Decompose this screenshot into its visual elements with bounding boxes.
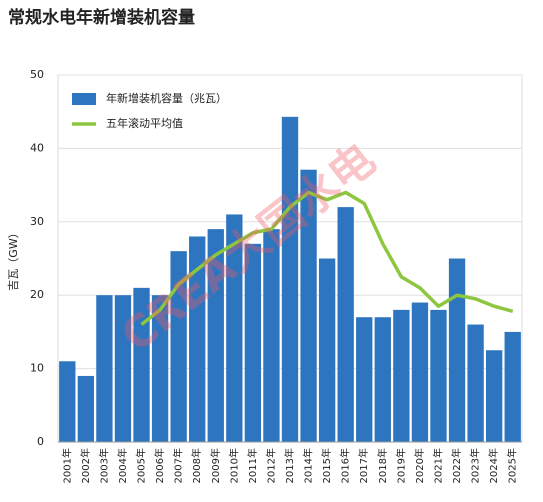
bar bbox=[170, 251, 187, 442]
x-tick-label: 2020年 bbox=[413, 448, 426, 483]
y-tick-label: 20 bbox=[30, 288, 44, 301]
y-tick-label: 30 bbox=[30, 215, 44, 228]
y-tick-label: 40 bbox=[30, 141, 44, 154]
bar bbox=[393, 309, 410, 442]
bar bbox=[114, 295, 132, 442]
bar bbox=[448, 258, 466, 442]
bar bbox=[133, 287, 150, 442]
x-tick-label: 2024年 bbox=[487, 448, 500, 483]
x-tick-label: 2018年 bbox=[376, 448, 389, 483]
x-tick-label: 2002年 bbox=[79, 448, 92, 483]
bar bbox=[151, 295, 169, 442]
legend-label: 年新增装机容量（兆瓦） bbox=[106, 91, 227, 105]
x-tick-label: 2025年 bbox=[506, 448, 519, 483]
x-tick-label: 2010年 bbox=[227, 448, 240, 483]
bar bbox=[467, 324, 484, 442]
bar bbox=[263, 229, 280, 442]
bar bbox=[207, 229, 224, 442]
bar bbox=[337, 207, 354, 442]
bar bbox=[59, 361, 76, 442]
bar bbox=[430, 309, 447, 442]
x-tick-label: 2005年 bbox=[135, 448, 148, 483]
y-axis-label: 吉瓦（GW） bbox=[7, 227, 20, 290]
y-tick-label: 10 bbox=[30, 362, 44, 375]
chart-title: 常规水电年新增装机容量 bbox=[8, 7, 195, 28]
bar bbox=[318, 258, 336, 442]
bar bbox=[300, 169, 317, 442]
x-tick-label: 2008年 bbox=[190, 448, 203, 483]
bar bbox=[504, 331, 521, 442]
x-tick-label: 2022年 bbox=[450, 448, 463, 483]
line bbox=[140, 190, 514, 326]
y-tick-label: 50 bbox=[30, 68, 44, 81]
bar bbox=[77, 375, 95, 442]
legend-label: 五年滚动平均值 bbox=[106, 116, 183, 130]
x-tick-label: 2013年 bbox=[283, 448, 296, 483]
bar bbox=[356, 317, 373, 442]
x-tick-label: 2001年 bbox=[60, 448, 73, 483]
x-tick-label: 2007年 bbox=[172, 448, 185, 483]
x-tick-label: 2009年 bbox=[209, 448, 222, 483]
y-tick-label: 0 bbox=[37, 435, 44, 448]
bar bbox=[485, 350, 503, 442]
x-tick-label: 2016年 bbox=[339, 448, 352, 483]
x-tick-label: 2023年 bbox=[469, 448, 482, 483]
bar bbox=[281, 116, 299, 442]
x-tick-label: 2015年 bbox=[320, 448, 333, 483]
bar bbox=[226, 214, 243, 442]
x-tick-label: 2021年 bbox=[431, 448, 444, 483]
bar bbox=[189, 236, 206, 442]
x-tick-label: 2006年 bbox=[153, 448, 166, 483]
x-tick-label: 2014年 bbox=[302, 448, 315, 483]
x-tick-label: 2017年 bbox=[357, 448, 370, 483]
x-tick-label: 2004年 bbox=[116, 448, 129, 483]
bar bbox=[411, 302, 429, 442]
x-tick-label: 2012年 bbox=[264, 448, 277, 483]
bar bbox=[244, 243, 262, 442]
x-tick-label: 2011年 bbox=[246, 448, 259, 483]
bar bbox=[96, 295, 113, 442]
bar bbox=[374, 317, 391, 442]
legend-swatch bbox=[72, 93, 96, 105]
x-tick-label: 2003年 bbox=[97, 448, 110, 483]
x-tick-label: 2019年 bbox=[394, 448, 407, 483]
